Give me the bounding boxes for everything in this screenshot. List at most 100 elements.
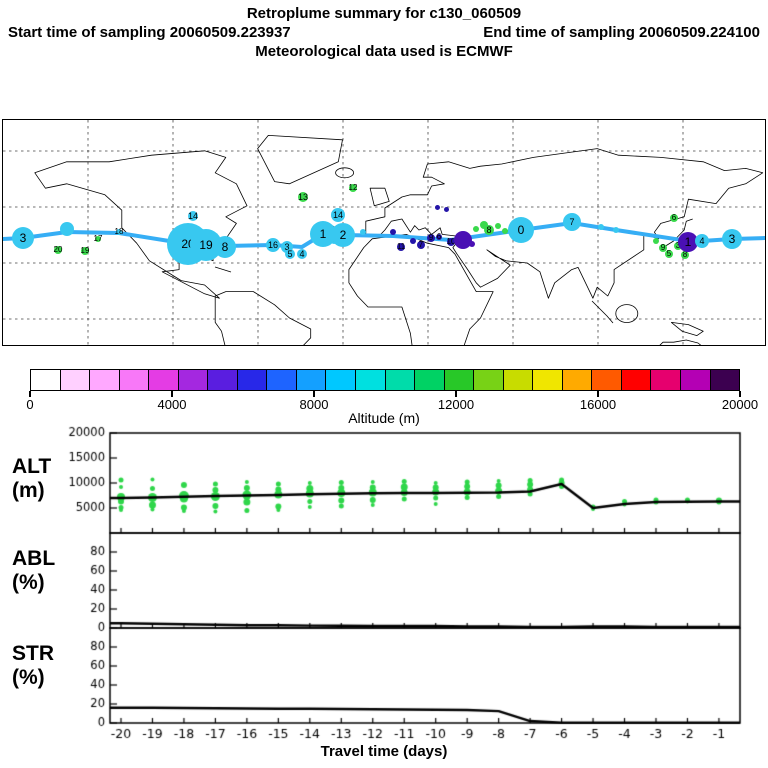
- trajectory-point: 11: [396, 242, 406, 251]
- alt-axis-name: ALT: [12, 455, 52, 478]
- str-axis-label: STR (%): [12, 642, 92, 690]
- colorbar-cell: [621, 370, 652, 390]
- colorbar-cell: [208, 370, 238, 390]
- trajectory-point: 2: [331, 223, 355, 247]
- trajectory-point: 8: [484, 225, 494, 235]
- trajectory-point: 7: [563, 213, 581, 231]
- colorbar-tick: [29, 391, 31, 397]
- trajectory-point: [598, 224, 604, 230]
- colorbar-cell: [444, 370, 475, 390]
- colorbar-cell: [267, 370, 297, 390]
- colorbar-tick-label: 16000: [579, 397, 617, 412]
- trajectory-point: 16: [266, 238, 280, 252]
- trajectory-point: [454, 231, 472, 249]
- x-axis-title: Travel time (days): [320, 743, 448, 760]
- abl-axis-unit: (%): [12, 571, 45, 594]
- trajectory-point: [613, 227, 619, 233]
- colorbar-tick: [597, 391, 599, 397]
- trajectory-point: 5: [665, 249, 673, 258]
- colorbar-tick: [313, 391, 315, 397]
- trajectory-point: 10: [446, 237, 456, 246]
- trajectory-point: 19: [80, 246, 90, 255]
- colorbar-cell: [149, 370, 179, 390]
- trajectory-point: 6: [670, 213, 678, 222]
- trajectory-point: 1: [678, 232, 698, 252]
- trajectory-point: 4: [297, 249, 307, 259]
- trajectory-point: [502, 228, 508, 234]
- alt-axis-unit: (m): [12, 479, 45, 502]
- trajectory-point: 0: [508, 217, 534, 243]
- colorbar-tick-label: 12000: [437, 397, 475, 412]
- trajectory-point: 14: [331, 208, 345, 222]
- timeseries-canvas: [0, 425, 768, 768]
- trajectory-point: 4: [695, 234, 709, 248]
- abl-axis-label: ABL (%): [12, 547, 92, 595]
- colorbar-cell: [415, 370, 445, 390]
- colorbar-tick-label: 8000: [299, 397, 329, 412]
- colorbar-cell: [326, 370, 357, 390]
- colorbar-cell: [237, 370, 268, 390]
- colorbar-cell: [503, 370, 534, 390]
- sampling-times: Start time of sampling 20060509.223937 E…: [0, 24, 768, 41]
- colorbar-cell: [31, 370, 61, 390]
- str-axis-name: STR: [12, 642, 54, 665]
- colorbar-cell: [60, 370, 91, 390]
- colorbar-tick: [455, 391, 457, 397]
- trajectory-point: 20: [53, 245, 63, 254]
- trajectory-point: [473, 226, 479, 232]
- trajectory-point: 3: [722, 229, 742, 249]
- start-time-text: Start time of sampling 20060509.223937: [8, 24, 291, 41]
- page-title: Retroplume summary for c130_060509: [246, 5, 522, 22]
- trajectory-point: [410, 238, 416, 244]
- trajectory-point: 3: [12, 227, 34, 249]
- colorbar-title: Altitude (m): [348, 410, 420, 426]
- colorbar-cell: [119, 370, 150, 390]
- alt-axis-label: ALT (m): [12, 455, 92, 503]
- colorbar-cell: [296, 370, 327, 390]
- trajectory-point: 9: [659, 243, 667, 252]
- colorbar-cell: [651, 370, 682, 390]
- colorbar-tick-label: 0: [26, 397, 34, 412]
- coastlines: [34, 135, 764, 345]
- colorbar-cell: [90, 370, 120, 390]
- colorbar-cell: [592, 370, 622, 390]
- colorbar-tick-label: 4000: [157, 397, 187, 412]
- met-data-text: Meteorological data used is ECMWF: [255, 43, 513, 60]
- world-map: 3201917182019814163541312141615121179610…: [2, 119, 766, 346]
- trajectory-point: 6: [436, 232, 442, 241]
- colorbar-cell: [710, 370, 740, 390]
- trajectory-point: [390, 229, 396, 235]
- trajectory-point: [360, 229, 366, 235]
- trajectory-point: [495, 223, 501, 229]
- colorbar-cell: [474, 370, 504, 390]
- colorbar-cell: [178, 370, 209, 390]
- altitude-colorbar: [30, 369, 740, 391]
- trajectory-point: 18: [114, 227, 124, 236]
- map-grid: [3, 120, 765, 345]
- trajectory-point: [480, 221, 488, 229]
- str-axis-unit: (%): [12, 666, 45, 689]
- trajectory-point: 12: [348, 183, 358, 192]
- colorbar-tick-label: 20000: [721, 397, 759, 412]
- trajectory-point: [443, 206, 449, 212]
- end-time-text: End time of sampling 20060509.224100: [483, 24, 760, 41]
- trajectory-point: [653, 238, 659, 244]
- colorbar-cell: [356, 370, 386, 390]
- colorbar-cell: [681, 370, 711, 390]
- trajectory-point: 14: [188, 210, 199, 221]
- trajectory-point: 8: [681, 250, 689, 259]
- trajectory-point: [60, 222, 74, 236]
- colorbar-tick: [739, 391, 741, 397]
- trajectory-point: 8: [214, 236, 236, 258]
- trajectory-point: 17: [93, 234, 103, 243]
- trajectory-point: 5: [285, 249, 295, 259]
- trajectory-point: [434, 204, 440, 210]
- trajectory-point: 7: [417, 240, 425, 249]
- trajectory-point: [469, 241, 475, 247]
- trajectory-point: 13: [298, 191, 309, 202]
- trajectory-point: 9: [427, 233, 435, 242]
- colorbar-cell: [385, 370, 416, 390]
- abl-axis-name: ABL: [12, 547, 56, 570]
- colorbar-cell: [533, 370, 563, 390]
